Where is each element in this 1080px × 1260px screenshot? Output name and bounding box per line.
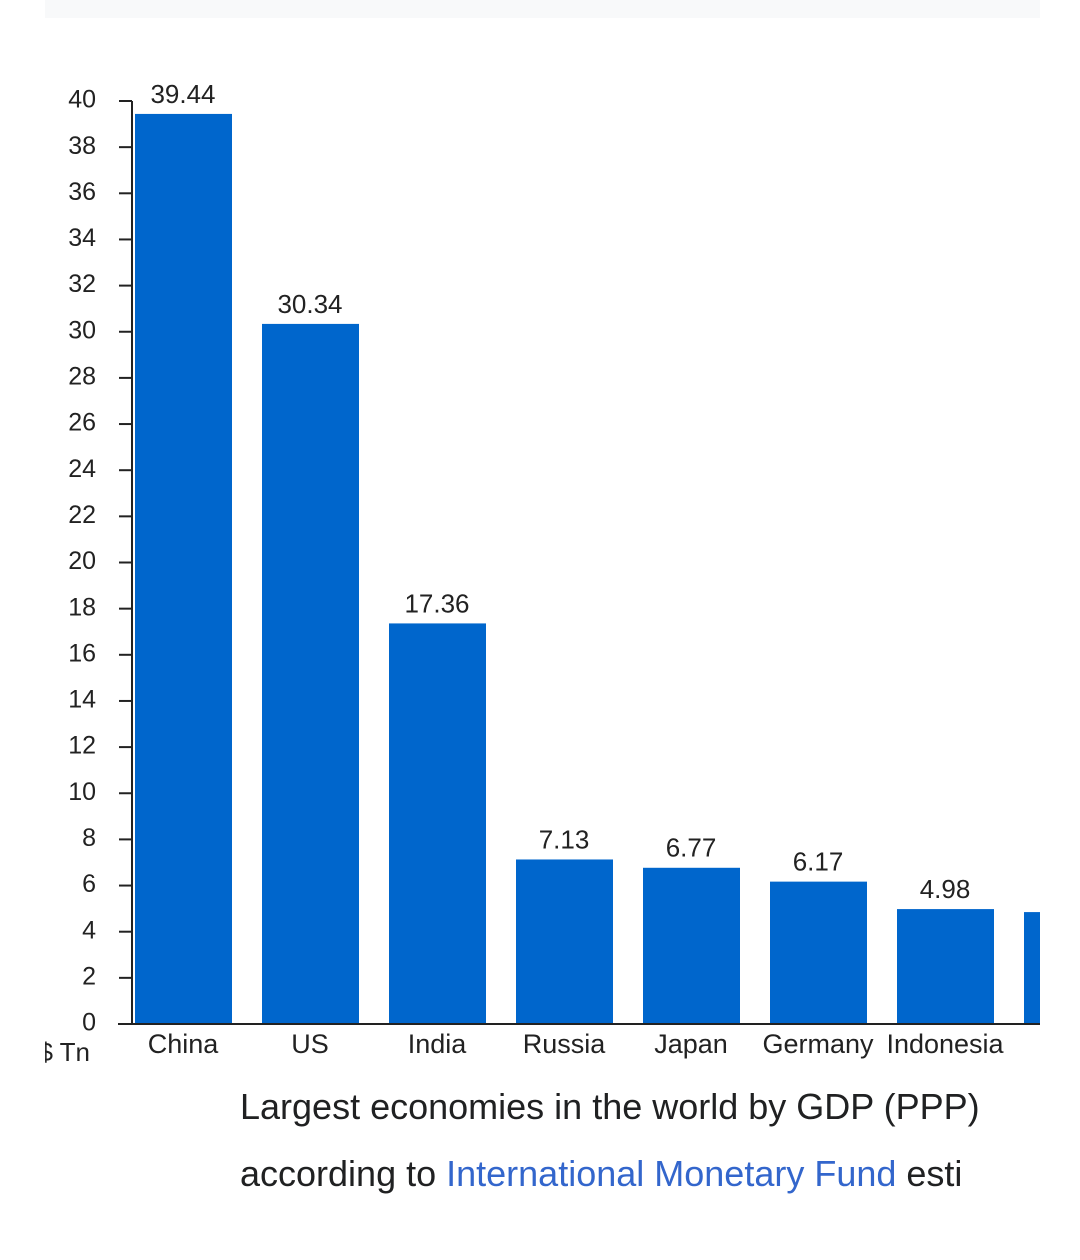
y-tick-label: 36 [68,178,96,206]
caption-text: according to [240,1153,447,1194]
y-tick-label: 0 [82,1009,96,1037]
value-label: 4.98 [920,874,971,904]
bar [1024,912,1040,1024]
x-tick-label: China [148,1029,220,1059]
bar [516,859,613,1024]
x-tick-label: Indonesia [886,1029,1004,1059]
x-tick-label: US [291,1029,329,1059]
value-label: 7.13 [539,824,590,854]
y-tick-label: 12 [68,732,96,760]
y-tick-label: 8 [82,824,96,852]
bar [643,867,740,1024]
y-tick-label: 18 [68,593,96,621]
y-tick-label: 28 [68,363,96,391]
value-label: 6.77 [666,833,717,863]
value-label: 39.44 [150,79,215,109]
y-axis-label: $ Tn [38,1037,90,1067]
y-tick-label: 16 [68,639,96,667]
y-tick-label: 14 [68,686,96,714]
y-tick-label: 32 [68,270,96,298]
y-tick-label: 34 [68,224,96,252]
x-tick-label: Germany [762,1029,874,1059]
top-bar [45,0,1040,18]
bar [897,909,994,1024]
caption-text: esti [896,1153,963,1194]
bar [389,623,486,1024]
bar [135,113,232,1024]
caption-text: Largest economies in the world by GDP (P… [240,1086,980,1127]
y-tick-label: 10 [68,778,96,806]
y-tick-label: 38 [68,132,96,160]
x-tick-label: Japan [654,1029,728,1059]
y-tick-label: 40 [68,86,96,114]
y-tick-label: 6 [82,870,96,898]
plot: $ Tn 02468101214161820222426283032343638… [38,79,1080,1067]
value-label: 17.36 [404,588,469,618]
y-tick-label: 4 [82,916,96,944]
chart: $ Tn 02468101214161820222426283032343638… [38,0,1080,1067]
y-tick-label: 24 [68,455,96,483]
y-tick-label: 20 [68,547,96,575]
value-label: 30.34 [277,289,342,319]
value-label: 6.17 [793,847,844,877]
caption: Largest economies in the world by GDP (P… [240,1086,1040,1128]
y-tick-label: 26 [68,409,96,437]
bar [262,323,359,1024]
y-tick-label: 2 [82,962,96,990]
x-tick-label: India [408,1029,468,1059]
value-label: 4.85 [1047,877,1080,907]
link[interactable]: International Monetary Fund [446,1153,897,1194]
caption: according to International Monetary Fund… [240,1153,1040,1195]
bar [770,881,867,1024]
x-tick-label: Russia [523,1029,607,1059]
y-tick-label: 30 [68,316,96,344]
y-tick-label: 22 [68,501,96,529]
